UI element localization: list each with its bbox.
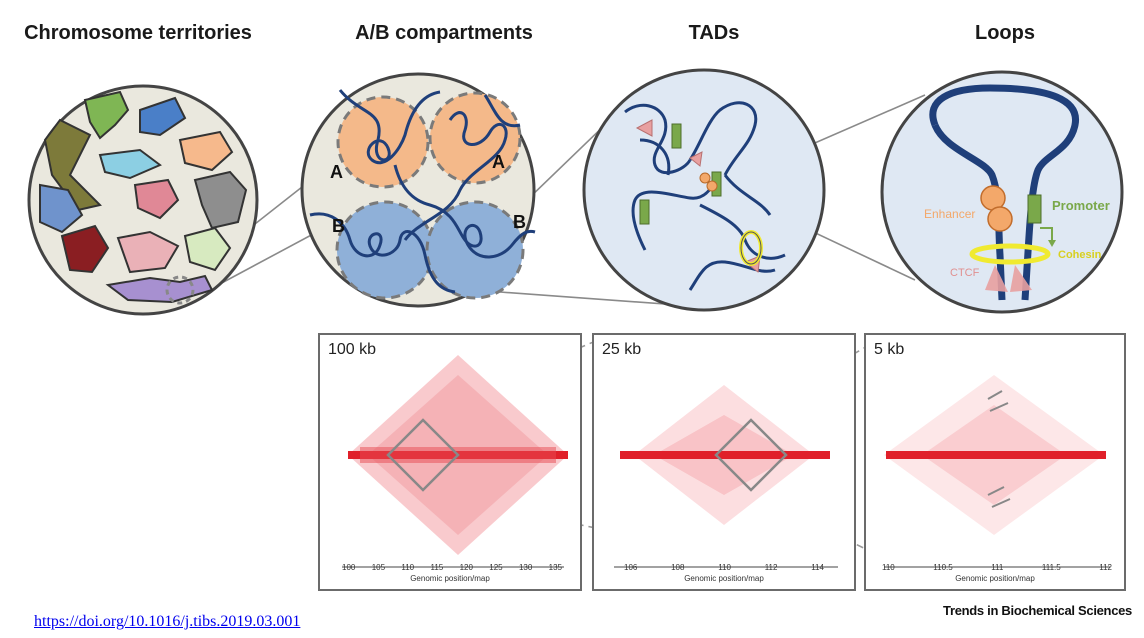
heatmap-panel-5kb: 5 kb 110 110.5 111 111.5 112 Genomic positio… <box>864 333 1126 591</box>
loops-circle: Enhancer Promoter Cohesin CTCF <box>880 70 1124 314</box>
heading-tads: TADs <box>688 22 740 44</box>
heatmap-panel-25kb: 25 kb 106 108 110 112 114 Genomic position/m… <box>592 333 856 591</box>
heading-territories: Chromosome territories <box>24 22 252 44</box>
promoter-label: Promoter <box>1052 198 1110 213</box>
cohesin-label: Cohesin <box>1058 249 1102 261</box>
contact-map-5kb <box>884 375 1110 568</box>
x-axis-label: Genomic position/map <box>410 574 490 583</box>
journal-logo-text: Trends in Biochemical Sciences <box>943 603 1132 618</box>
x-axis-label: Genomic position/map <box>955 574 1035 583</box>
territories-circle <box>27 84 259 316</box>
resolution-label: 100 kb <box>328 341 377 358</box>
enhancer-label: Enhancer <box>924 207 975 221</box>
chromatin-diagram: A A B B <box>27 68 1124 556</box>
resolution-label: 25 kb <box>602 341 642 358</box>
compartments-circle: A A B B <box>300 72 536 308</box>
tads-circle <box>582 68 826 312</box>
compartment-label-a-right: A <box>492 152 505 172</box>
x-ticks: 110 110.5 111 111.5 112 <box>882 563 1112 572</box>
compartment-label-b-left: B <box>332 216 345 236</box>
loop-arrows <box>987 390 1011 508</box>
compartment-label-a-left: A <box>330 162 343 182</box>
x-axis-label: Genomic position/map <box>684 574 764 583</box>
ctcf-label: CTCF <box>950 267 980 279</box>
doi-link[interactable]: https://doi.org/10.1016/j.tibs.2019.03.0… <box>34 613 301 630</box>
heading-compartments: A/B compartments <box>355 22 533 44</box>
contact-map-25kb <box>614 385 838 568</box>
heading-loops: Loops <box>975 22 1035 44</box>
contact-map-100kb <box>342 355 568 568</box>
heatmap-panel-100kb: 100 kb 100 105 110 115 120 125 130 135 Genomic … <box>318 333 582 591</box>
x-ticks: 106 108 110 112 114 <box>624 563 824 572</box>
resolution-label: 5 kb <box>874 341 905 358</box>
x-ticks: 100 105 110 115 120 125 130 135 <box>342 563 562 572</box>
compartment-label-b-right: B <box>513 212 526 232</box>
